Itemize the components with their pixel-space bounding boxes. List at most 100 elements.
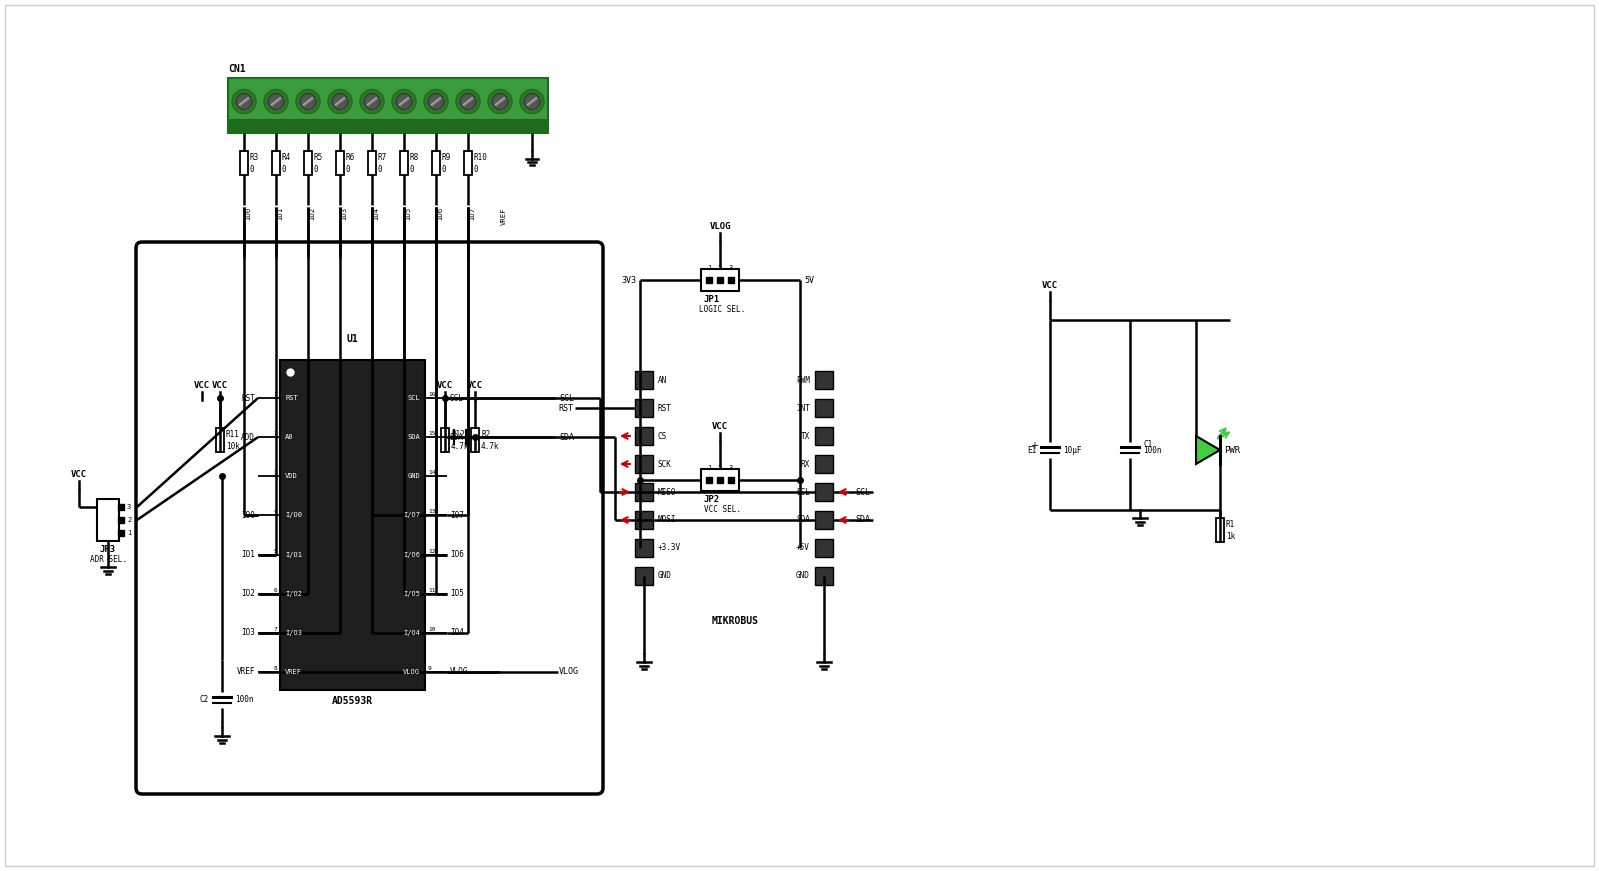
Text: R11: R11: [225, 430, 240, 439]
Text: 1k: 1k: [1226, 532, 1236, 541]
Circle shape: [333, 93, 349, 110]
Text: 4.7k: 4.7k: [451, 442, 470, 451]
Text: SDA: SDA: [796, 516, 811, 524]
Text: IO6: IO6: [449, 550, 464, 559]
Text: SCL: SCL: [408, 395, 421, 401]
Text: TX: TX: [801, 431, 811, 441]
Text: SCL: SCL: [796, 488, 811, 496]
Text: I/O4: I/O4: [403, 630, 421, 636]
Bar: [272, 151, 280, 175]
Text: RST: RST: [659, 403, 672, 413]
Text: I/O5: I/O5: [403, 591, 421, 597]
Text: VREF: VREF: [285, 669, 302, 675]
Text: 8: 8: [273, 666, 277, 671]
Text: 9: 9: [429, 666, 432, 671]
Text: 5V: 5V: [804, 275, 814, 285]
Text: C1: C1: [1143, 440, 1153, 449]
Text: 1: 1: [707, 265, 712, 271]
Text: E1: E1: [1028, 445, 1038, 455]
Text: R8: R8: [409, 153, 419, 162]
Text: SCK: SCK: [659, 460, 672, 469]
Circle shape: [328, 90, 352, 113]
Text: 0: 0: [473, 165, 478, 174]
Text: 3V3: 3V3: [620, 275, 636, 285]
Circle shape: [488, 90, 512, 113]
Bar: [815, 427, 833, 445]
Text: 2: 2: [273, 431, 277, 436]
Text: VLOG: VLOG: [449, 667, 469, 677]
Text: RST: RST: [558, 403, 572, 413]
Bar: [229, 78, 548, 133]
Bar: [240, 151, 248, 175]
Polygon shape: [1196, 436, 1220, 464]
Text: VREF: VREF: [500, 207, 507, 225]
Text: IO7: IO7: [449, 511, 464, 520]
Text: 2: 2: [126, 517, 131, 523]
Text: JP1: JP1: [704, 295, 720, 304]
Bar: [472, 428, 480, 452]
Text: 5: 5: [273, 549, 277, 554]
Bar: [815, 371, 833, 389]
Text: RST: RST: [241, 394, 254, 402]
Text: +3.3V: +3.3V: [659, 544, 681, 552]
Text: 4.7k: 4.7k: [481, 442, 499, 451]
Circle shape: [456, 90, 480, 113]
Text: I/O6: I/O6: [403, 551, 421, 557]
Bar: [635, 427, 652, 445]
Text: IO1: IO1: [277, 207, 283, 220]
Text: R12: R12: [451, 430, 465, 439]
Text: 0: 0: [281, 165, 286, 174]
Text: 1: 1: [273, 392, 277, 397]
Text: VCC SEL.: VCC SEL.: [704, 505, 740, 514]
Text: I/O7: I/O7: [403, 512, 421, 518]
Circle shape: [232, 90, 256, 113]
Text: VREF: VREF: [237, 667, 254, 677]
Text: A0: A0: [285, 434, 294, 440]
Text: I/O3: I/O3: [285, 630, 302, 636]
Text: IO2: IO2: [241, 589, 254, 598]
Bar: [635, 567, 652, 585]
Text: 0: 0: [345, 165, 350, 174]
Bar: [229, 119, 548, 133]
Bar: [1215, 518, 1223, 542]
Circle shape: [365, 93, 381, 110]
Bar: [464, 151, 472, 175]
Circle shape: [392, 90, 416, 113]
Bar: [98, 499, 118, 541]
Bar: [304, 151, 312, 175]
Text: RST: RST: [285, 395, 297, 401]
Bar: [368, 151, 376, 175]
Text: R10: R10: [473, 153, 488, 162]
Text: VLOG: VLOG: [403, 669, 421, 675]
Circle shape: [301, 93, 317, 110]
Text: SCL: SCL: [560, 394, 574, 402]
Text: VCC: VCC: [213, 381, 229, 390]
Text: R9: R9: [441, 153, 451, 162]
Text: VCC: VCC: [437, 381, 453, 390]
Bar: [635, 371, 652, 389]
Text: IO4: IO4: [449, 628, 464, 638]
Text: ADR SEL.: ADR SEL.: [90, 555, 126, 564]
Text: IO0: IO0: [245, 207, 251, 220]
Text: IO0: IO0: [241, 511, 254, 520]
Text: VCC: VCC: [467, 381, 483, 390]
Circle shape: [360, 90, 384, 113]
Text: VLOG: VLOG: [560, 667, 579, 677]
Text: MOSI: MOSI: [659, 516, 676, 524]
Text: VCC: VCC: [70, 470, 86, 479]
Bar: [815, 539, 833, 557]
Text: INT: INT: [796, 403, 811, 413]
Text: +: +: [1030, 441, 1038, 451]
Bar: [635, 539, 652, 557]
Text: RX: RX: [801, 460, 811, 469]
Bar: [635, 511, 652, 529]
Text: IO3: IO3: [241, 628, 254, 638]
Text: R3: R3: [249, 153, 259, 162]
Circle shape: [429, 93, 445, 110]
Text: 0: 0: [441, 165, 446, 174]
Text: 12: 12: [429, 549, 435, 554]
Bar: [815, 483, 833, 501]
Text: +5V: +5V: [796, 544, 811, 552]
Text: 3: 3: [273, 470, 277, 476]
Bar: [400, 151, 408, 175]
